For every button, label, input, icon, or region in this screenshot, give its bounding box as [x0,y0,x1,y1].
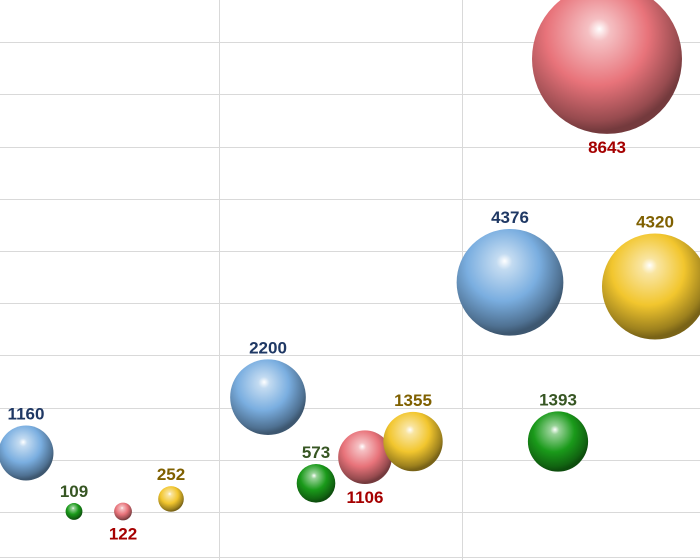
bubble-573 [296,463,336,503]
data-label-1160: 1160 [8,405,45,424]
bubbles [0,0,700,521]
bubble-8643 [532,0,682,134]
bubble-4376 [456,228,564,336]
bubble-1393 [527,411,589,472]
data-label-2200: 2200 [249,338,287,357]
data-label-573: 573 [302,443,330,462]
bubble-1106 [338,430,392,485]
bubble-1160 [0,425,54,481]
bubble-4320 [601,233,700,340]
bubble-122 [114,502,132,521]
data-label-1393: 1393 [539,390,577,409]
data-label-4320: 4320 [636,212,674,231]
bubble-252 [158,486,184,512]
bubble-109 [65,503,83,520]
data-label-1355: 1355 [394,391,432,410]
bubble-1355 [383,411,443,472]
data-label-122: 122 [109,524,137,543]
data-label-252: 252 [157,465,185,484]
bubble-2200 [230,359,306,435]
data-label-4376: 4376 [491,208,529,227]
data-label-8643: 8643 [588,138,626,157]
data-label-1106: 1106 [347,488,384,507]
data-labels: 1160 2200 4376 109 573 1393 122 1106 8643 252 1355… [8,138,674,543]
data-label-109: 109 [60,482,88,501]
